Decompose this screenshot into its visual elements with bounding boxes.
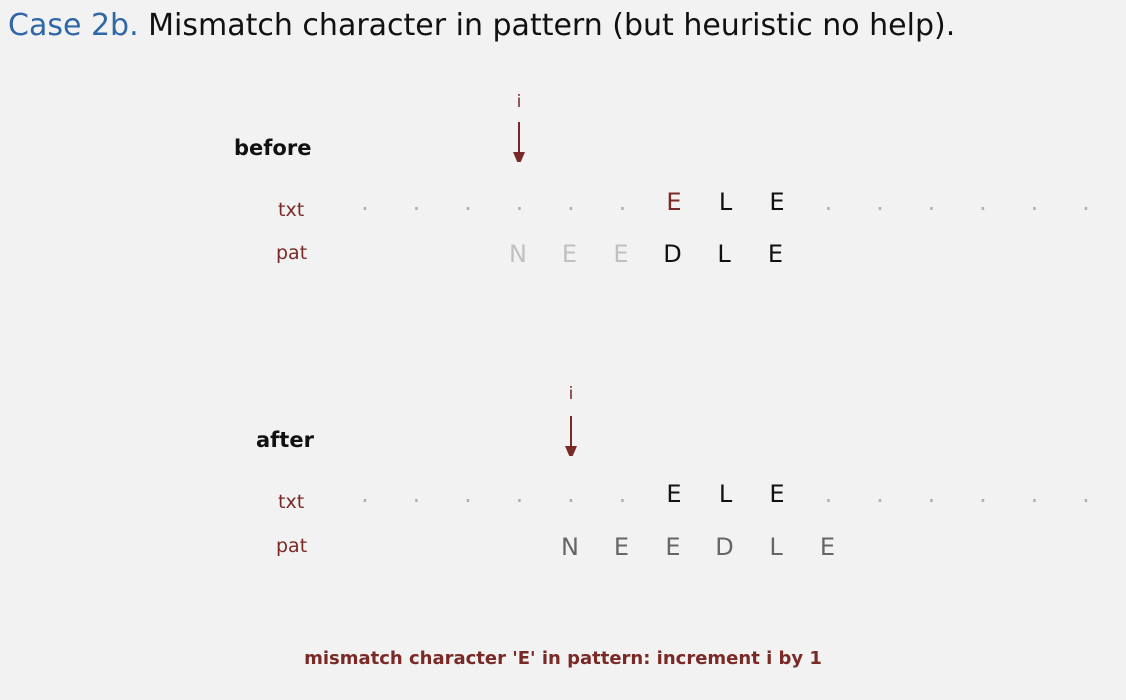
before-txt-char: . [927,188,936,216]
case-label: Case 2b. [8,8,139,43]
after-pat-char: L [769,533,783,561]
slide-title: Case 2b. Mismatch character in pattern (… [8,8,955,43]
after-txt-char: . [464,480,472,508]
before-pat-char: E [561,240,578,268]
before-txt-char: . [464,188,472,216]
after-arrow-down-icon [565,416,577,456]
before-txt-char: . [1030,188,1039,216]
before-txt-char: . [412,188,421,216]
before-pat-char: L [717,240,731,268]
after-pat-label: pat [276,535,308,557]
before-txt-char: . [876,188,884,216]
before-txt-char: . [979,188,987,216]
after-heading: after [256,428,314,452]
after-pat-char: E [665,533,681,561]
before-i-label: i [516,92,522,112]
before-arrow-down-icon [513,122,525,162]
after-txt-char: . [979,480,987,508]
before-txt-char: . [515,188,524,216]
before-txt-char: . [824,188,833,216]
after-pat-char: N [561,533,579,561]
after-txt-char: . [515,480,524,508]
before-heading: before [234,136,312,160]
after-txt-char: E [666,480,682,508]
before-txt-char: L [718,188,733,216]
after-i-label: i [568,384,574,404]
after-txt-char: . [412,480,421,508]
case-description: Mismatch character in pattern (but heuri… [148,8,956,43]
after-txt-char: . [361,480,369,508]
after-txt-char: . [1082,480,1090,508]
before-txt-char: E [769,188,785,216]
before-pat-char: D [663,240,682,268]
after-txt-char: . [824,480,833,508]
before-pat-char: E [767,240,784,268]
explanation-note: mismatch character 'E' in pattern: incre… [304,648,822,669]
before-txt-char: . [567,188,575,216]
before-pat-char: E [613,240,629,268]
after-txt-char: . [618,480,627,508]
after-txt-label: txt [278,491,305,513]
before-txt-char: E [666,188,682,216]
after-txt-char: . [876,480,884,508]
after-pat-char: E [613,533,630,561]
after-txt-char: . [567,480,575,508]
before-txt-char: . [361,188,369,216]
after-pat-char: D [715,533,734,561]
after-pat-char: E [819,533,836,561]
before-txt-char: . [1082,188,1090,216]
after-txt-char: . [1030,480,1039,508]
after-txt-char: . [927,480,936,508]
before-txt-label: txt [278,199,305,221]
before-txt-char: . [618,188,627,216]
after-txt-char: L [718,480,733,508]
before-pat-char: N [509,240,527,268]
after-txt-char: E [769,480,785,508]
before-pat-label: pat [276,242,308,264]
